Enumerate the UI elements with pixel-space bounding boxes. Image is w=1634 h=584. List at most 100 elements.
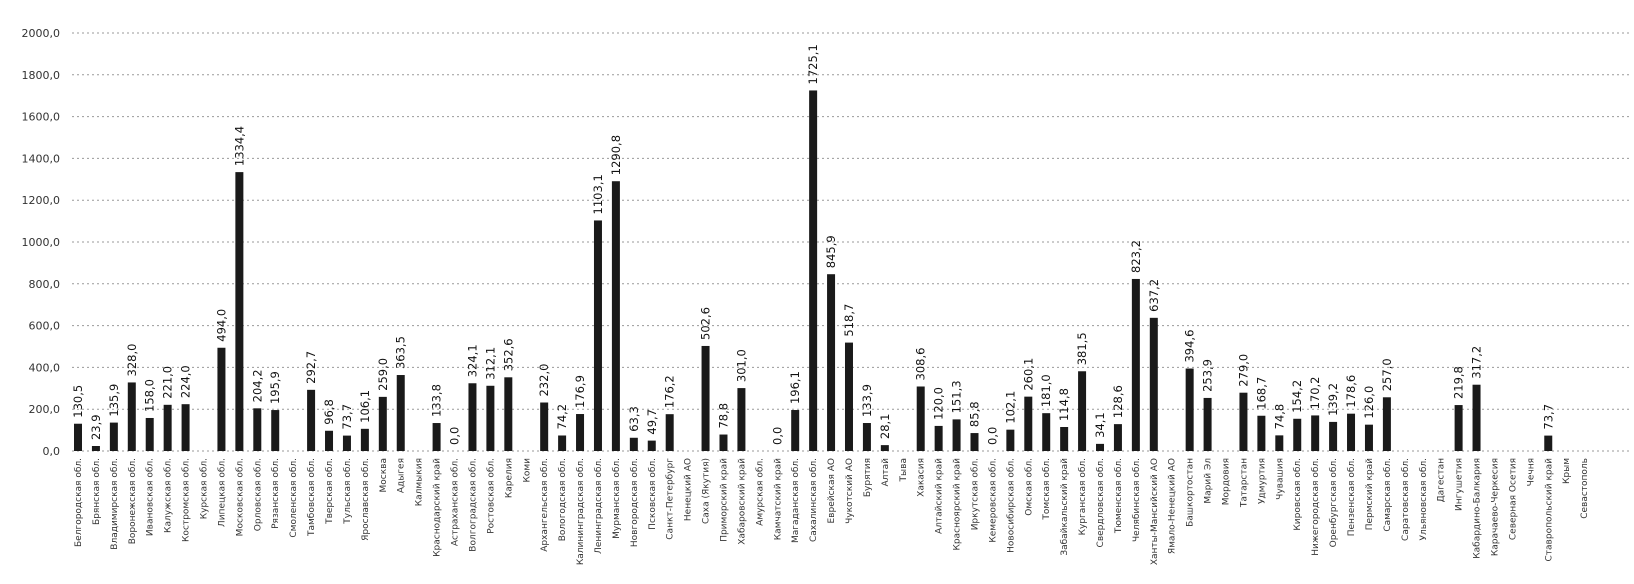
data-label: 352,6 — [501, 338, 515, 371]
x-tick-label: Дагестан — [1437, 458, 1447, 503]
bar — [1239, 392, 1248, 451]
x-axis-ticks: Белгородская обл. Брянская обл. Владимирск… — [74, 458, 1590, 565]
bar — [1149, 317, 1158, 451]
bar — [468, 383, 477, 451]
x-tick-label: Кировская обл. — [1293, 458, 1303, 531]
data-label: 139,2 — [1326, 383, 1340, 416]
x-tick-label: Марий Эл — [1204, 458, 1214, 504]
data-label: 328,0 — [125, 344, 139, 377]
data-label: 49,7 — [645, 409, 659, 435]
x-tick-label: Калининградская обл. — [576, 458, 586, 565]
bar — [934, 425, 943, 451]
data-label: 219,8 — [1452, 366, 1466, 399]
bar — [629, 437, 638, 451]
data-label: 394,6 — [1183, 330, 1197, 363]
bar — [1472, 384, 1481, 451]
bar — [325, 430, 334, 451]
data-label: 178,6 — [1344, 375, 1358, 408]
x-tick-label: Коми — [522, 458, 532, 483]
bar — [791, 410, 800, 451]
x-tick-label: Владимирская обл. — [110, 458, 120, 550]
x-tick-label: Ивановская обл. — [146, 458, 156, 536]
x-tick-label: Ямало-Ненецкий АО — [1168, 458, 1178, 554]
data-label: 85,8 — [968, 401, 982, 427]
x-tick-label: Новосибирская обл. — [1006, 458, 1016, 553]
bar — [844, 342, 853, 451]
y-tick-label: 2000,0 — [22, 27, 61, 40]
y-tick-label: 600,0 — [29, 320, 61, 333]
x-tick-label: Еврейская АО — [827, 458, 837, 524]
x-tick-label: Ненецкий АО — [684, 458, 694, 521]
bar — [235, 172, 244, 451]
data-label: 154,2 — [1290, 380, 1304, 413]
bar — [719, 434, 728, 451]
x-tick-label: Ингушетия — [1455, 458, 1465, 511]
x-tick-label: Липецкая обл. — [217, 458, 227, 527]
bar — [181, 404, 190, 451]
x-tick-label: Воронежская обл. — [128, 458, 138, 544]
x-tick-label: Костромская обл. — [182, 458, 192, 542]
bar — [145, 417, 154, 451]
bar — [1311, 415, 1320, 451]
x-tick-label: Ярославская обл. — [361, 458, 371, 541]
bar — [360, 428, 369, 451]
x-tick-label: Хабаровский край — [737, 458, 747, 545]
x-tick-label: Калужская обл. — [164, 458, 174, 533]
bar — [91, 446, 100, 451]
data-label: 308,6 — [914, 348, 928, 381]
data-label: 363,5 — [394, 336, 408, 369]
bar — [1454, 405, 1463, 451]
bar — [1042, 413, 1051, 451]
data-label: 0,0 — [985, 427, 999, 445]
data-label: 34,1 — [1093, 412, 1107, 438]
x-tick-label: Курская обл. — [200, 458, 210, 519]
data-label: 1290,8 — [609, 135, 623, 175]
bar — [307, 389, 316, 451]
bar — [504, 377, 513, 451]
x-tick-label: Омская обл. — [1024, 458, 1034, 516]
data-label: 128,6 — [1111, 385, 1125, 418]
data-label: 73,7 — [340, 404, 354, 430]
x-tick-label: Москва — [379, 458, 389, 492]
data-label: 301,0 — [734, 349, 748, 382]
x-tick-label: Северная Осетия — [1508, 458, 1518, 540]
bar — [1329, 421, 1338, 451]
data-label: 78,8 — [716, 403, 730, 429]
bar — [163, 404, 172, 451]
bar — [1364, 424, 1373, 451]
data-label: 1103,1 — [591, 174, 605, 214]
x-tick-label: Иркутская обл. — [971, 458, 981, 530]
bar — [1185, 368, 1194, 451]
x-tick-label: Архангельская обл. — [540, 458, 550, 552]
data-label: 114,8 — [1057, 388, 1071, 421]
data-label: 260,1 — [1021, 358, 1035, 391]
x-tick-label: Сахалинская обл. — [809, 458, 819, 542]
data-label: 253,9 — [1201, 359, 1215, 392]
x-tick-label: Удмуртия — [1257, 458, 1267, 504]
data-label: 381,5 — [1075, 332, 1089, 365]
x-tick-label: Красноярский край — [953, 458, 963, 551]
x-tick-label: Кабардино-Балкария — [1473, 458, 1483, 559]
data-label: 317,2 — [1470, 346, 1484, 379]
x-tick-label: Магаданская обл. — [791, 458, 801, 543]
data-label: 845,9 — [824, 235, 838, 268]
x-tick-label: Башкортостан — [1186, 458, 1196, 527]
x-tick-label: Чукотский АО — [845, 458, 855, 524]
x-tick-label: Крым — [1562, 458, 1572, 484]
x-tick-label: Новгородская обл. — [630, 458, 640, 547]
data-label: 73,7 — [1541, 404, 1555, 430]
data-label: 176,2 — [663, 375, 677, 408]
data-label: 126,0 — [1362, 386, 1376, 419]
x-tick-label: Краснодарский край — [433, 458, 443, 557]
bar — [576, 414, 585, 451]
data-label: 130,5 — [71, 385, 85, 418]
x-tick-label: Чечня — [1526, 458, 1536, 486]
x-tick-label: Карелия — [504, 458, 514, 498]
data-label: 502,6 — [699, 307, 713, 340]
data-label: 96,8 — [322, 399, 336, 425]
data-label: 135,9 — [107, 384, 121, 417]
data-label: 133,9 — [860, 384, 874, 417]
bar — [827, 274, 836, 451]
bar — [970, 433, 979, 451]
bar — [665, 414, 674, 451]
